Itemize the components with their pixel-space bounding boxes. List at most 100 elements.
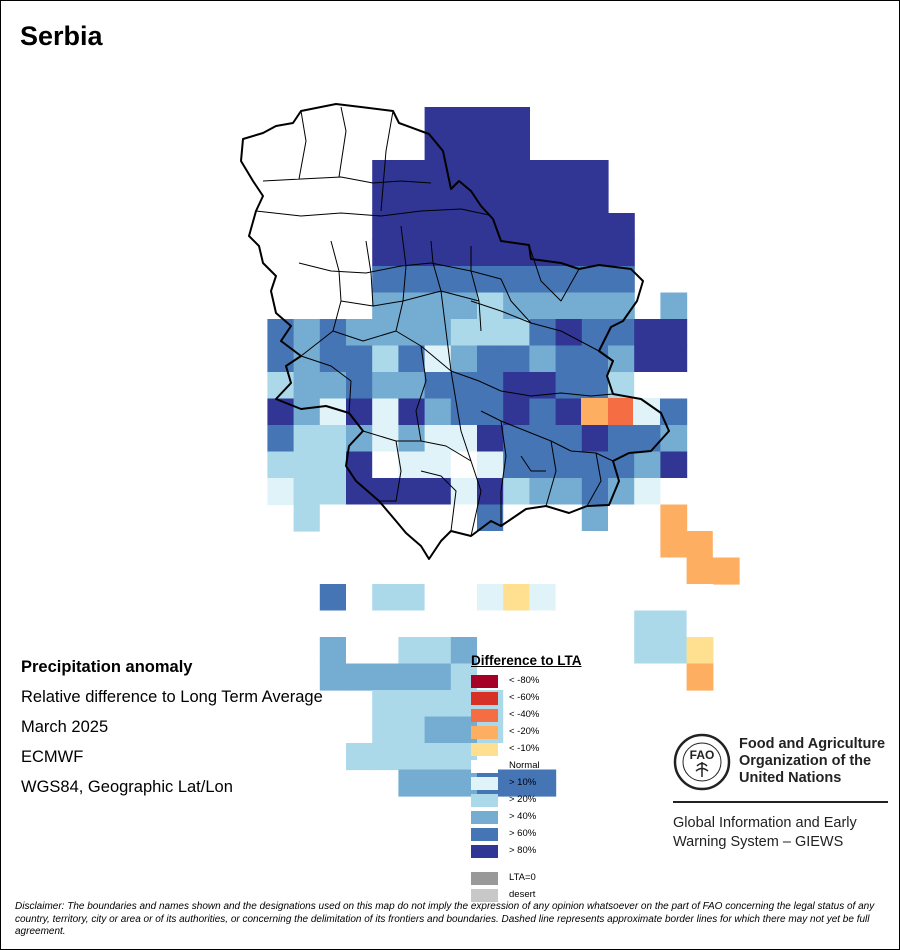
anomaly-cell xyxy=(477,637,504,665)
anomaly-cell xyxy=(581,186,609,214)
anomaly-cell xyxy=(529,663,557,691)
anomaly-cell xyxy=(424,610,452,638)
anomaly-cell xyxy=(608,239,635,267)
anomaly-cell xyxy=(529,398,557,426)
anomaly-cell xyxy=(529,531,557,559)
anomaly-cell xyxy=(372,584,399,612)
anomaly-cell xyxy=(477,319,504,347)
legend-item: < -40% xyxy=(471,707,582,724)
anomaly-cell xyxy=(293,319,321,347)
anomaly-cell xyxy=(398,769,426,797)
anomaly-cell xyxy=(581,425,609,453)
anomaly-cell xyxy=(555,478,583,506)
anomaly-cell xyxy=(267,478,295,506)
anomaly-cell xyxy=(372,637,399,665)
anomaly-cell xyxy=(529,610,557,638)
anomaly-cell xyxy=(319,478,347,506)
legend-swatch xyxy=(471,743,498,756)
anomaly-cell xyxy=(424,557,452,585)
anomaly-cell xyxy=(346,663,373,691)
anomaly-cell xyxy=(555,186,583,214)
anomaly-cell xyxy=(398,504,426,532)
anomaly-cell xyxy=(503,186,530,214)
anomaly-cell xyxy=(372,186,399,214)
legend-label: < -60% xyxy=(509,692,540,703)
anomaly-cell xyxy=(503,345,530,373)
anomaly-cell xyxy=(503,769,530,797)
legend-label: < -20% xyxy=(509,726,540,737)
legend-swatch xyxy=(471,777,498,790)
anomaly-cell xyxy=(293,504,321,532)
anomaly-cell xyxy=(372,716,399,744)
anomaly-cell xyxy=(529,584,557,612)
anomaly-cell xyxy=(660,319,688,347)
anomaly-cell xyxy=(608,451,635,479)
anomaly-cell xyxy=(608,292,635,320)
legend-swatch xyxy=(471,709,498,722)
anomaly-cell xyxy=(634,663,661,691)
anomaly-cell xyxy=(503,610,530,638)
anomaly-cell xyxy=(581,663,609,691)
anomaly-cell xyxy=(608,610,635,638)
anomaly-cell xyxy=(319,345,347,373)
legend-label: > 80% xyxy=(509,845,537,856)
anomaly-cell xyxy=(293,451,321,479)
anomaly-cell xyxy=(346,425,373,453)
anomaly-cell xyxy=(503,425,530,453)
anomaly-cell xyxy=(608,345,635,373)
anomaly-cell xyxy=(398,610,426,638)
anomaly-cell xyxy=(477,160,504,188)
anomaly-cell xyxy=(346,584,373,612)
anomaly-cell xyxy=(503,531,530,559)
anomaly-cell xyxy=(398,372,426,400)
anomaly-cell xyxy=(398,531,426,559)
anomaly-cell xyxy=(555,663,583,691)
anomaly-cell xyxy=(581,504,609,532)
anomaly-cell xyxy=(346,398,373,426)
anomaly-cell xyxy=(634,451,661,479)
period-label: March 2025 xyxy=(21,718,109,736)
anomaly-cell xyxy=(477,451,504,479)
anomaly-cell xyxy=(319,504,347,532)
anomaly-cell xyxy=(477,557,504,585)
anomaly-cell xyxy=(581,610,609,638)
anomaly-cell xyxy=(319,372,347,400)
map-title: Serbia xyxy=(20,21,103,51)
anomaly-cell xyxy=(529,716,557,744)
anomaly-cell xyxy=(450,637,478,665)
anomaly-cell xyxy=(319,425,347,453)
anomaly-cell xyxy=(529,478,557,506)
legend-swatch xyxy=(471,811,498,824)
anomaly-cell xyxy=(581,398,608,425)
anomaly-cell xyxy=(372,372,399,400)
anomaly-cell xyxy=(293,425,321,453)
anomaly-cell xyxy=(660,610,688,638)
anomaly-cell xyxy=(477,372,504,400)
anomaly-cell xyxy=(346,557,373,585)
anomaly-cell xyxy=(608,266,635,294)
anomaly-cell xyxy=(319,637,347,665)
anomaly-cell xyxy=(477,266,504,294)
anomaly-cell xyxy=(660,292,688,320)
anomaly-cell xyxy=(477,425,504,453)
anomaly-cell xyxy=(686,637,714,665)
anomaly-cell xyxy=(634,425,661,453)
anomaly-cell xyxy=(398,690,426,718)
legend-item: > 80% xyxy=(471,843,582,860)
anomaly-cell xyxy=(503,213,530,241)
anomaly-cell xyxy=(372,398,399,426)
anomaly-cell xyxy=(424,637,452,665)
anomaly-cell xyxy=(529,769,557,797)
legend-swatch xyxy=(471,760,498,773)
anomaly-cell xyxy=(555,610,583,638)
anomaly-cell xyxy=(424,107,452,135)
anomaly-cell xyxy=(450,504,478,532)
anomaly-cell xyxy=(477,610,504,638)
anomaly-cell xyxy=(634,345,661,373)
anomaly-cell xyxy=(503,160,530,188)
disclaimer: Disclaimer: The boundaries and names sho… xyxy=(15,901,875,937)
anomaly-cell xyxy=(372,213,399,241)
anomaly-cell xyxy=(529,186,557,214)
anomaly-cell xyxy=(424,716,452,744)
anomaly-cell xyxy=(477,292,504,320)
